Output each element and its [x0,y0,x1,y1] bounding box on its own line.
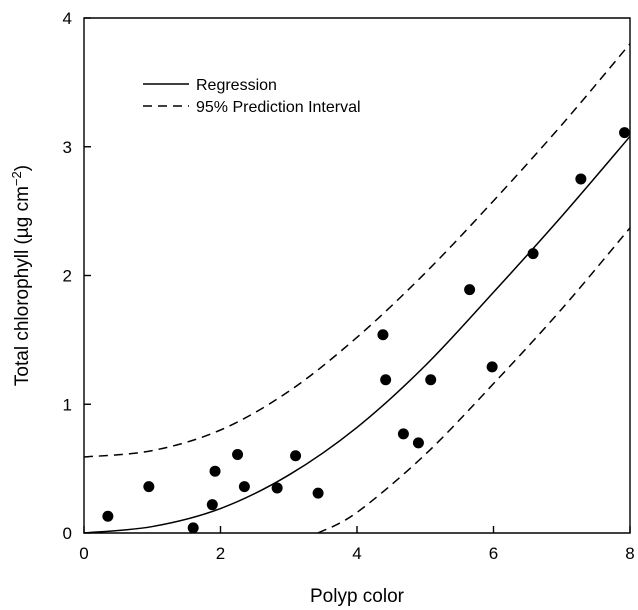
curves-group [83,43,631,534]
data-point [527,248,539,260]
data-point [102,510,114,522]
data-point [271,482,283,494]
x-tick-label: 4 [352,544,361,563]
regression-line [83,135,631,534]
legend-regression-label: Regression [196,77,277,94]
data-point [377,329,389,341]
data-point [425,374,437,386]
data-point [380,374,392,386]
data-point [397,428,409,440]
points-group [102,127,631,534]
legend-prediction-interval-label: 95% Prediction Interval [196,99,361,116]
y-axis-title: Total chlorophyll (µg cm−2) [9,165,34,386]
y-axis-title-main: Total chlorophyll (µg cm [12,186,33,386]
y-axis-ticks: 0 1 2 3 4 [63,9,91,543]
x-tick-label: 6 [489,544,498,563]
y-tick-label: 1 [63,395,72,414]
y-tick-label: 0 [63,524,72,543]
y-axis-title-close: ) [12,165,33,171]
prediction-interval-lower [317,227,631,534]
y-tick-label: 2 [63,267,72,286]
data-point [486,361,498,373]
plot-frame [83,17,631,534]
y-axis-title-superscript: −2 [9,171,24,186]
y-tick-label: 3 [63,138,72,157]
x-tick-label: 2 [216,544,225,563]
x-axis-ticks: 0 2 4 6 8 [79,526,635,563]
data-point [209,465,221,477]
legend: Regression 95% Prediction Interval [143,77,361,116]
data-point [238,481,250,493]
data-point [312,487,324,499]
x-tick-label: 8 [625,544,634,563]
x-tick-label: 0 [79,544,88,563]
data-point [143,481,155,493]
plot-area [83,17,631,534]
data-point [464,284,476,296]
data-point [619,127,631,139]
data-point [575,173,587,185]
y-tick-label: 4 [63,9,72,28]
data-point [290,450,302,462]
prediction-interval-upper [83,43,631,458]
data-point [187,522,199,534]
x-axis-title: Polyp color [310,586,405,607]
data-point [232,448,244,460]
data-point [206,499,218,511]
data-point [412,437,424,449]
